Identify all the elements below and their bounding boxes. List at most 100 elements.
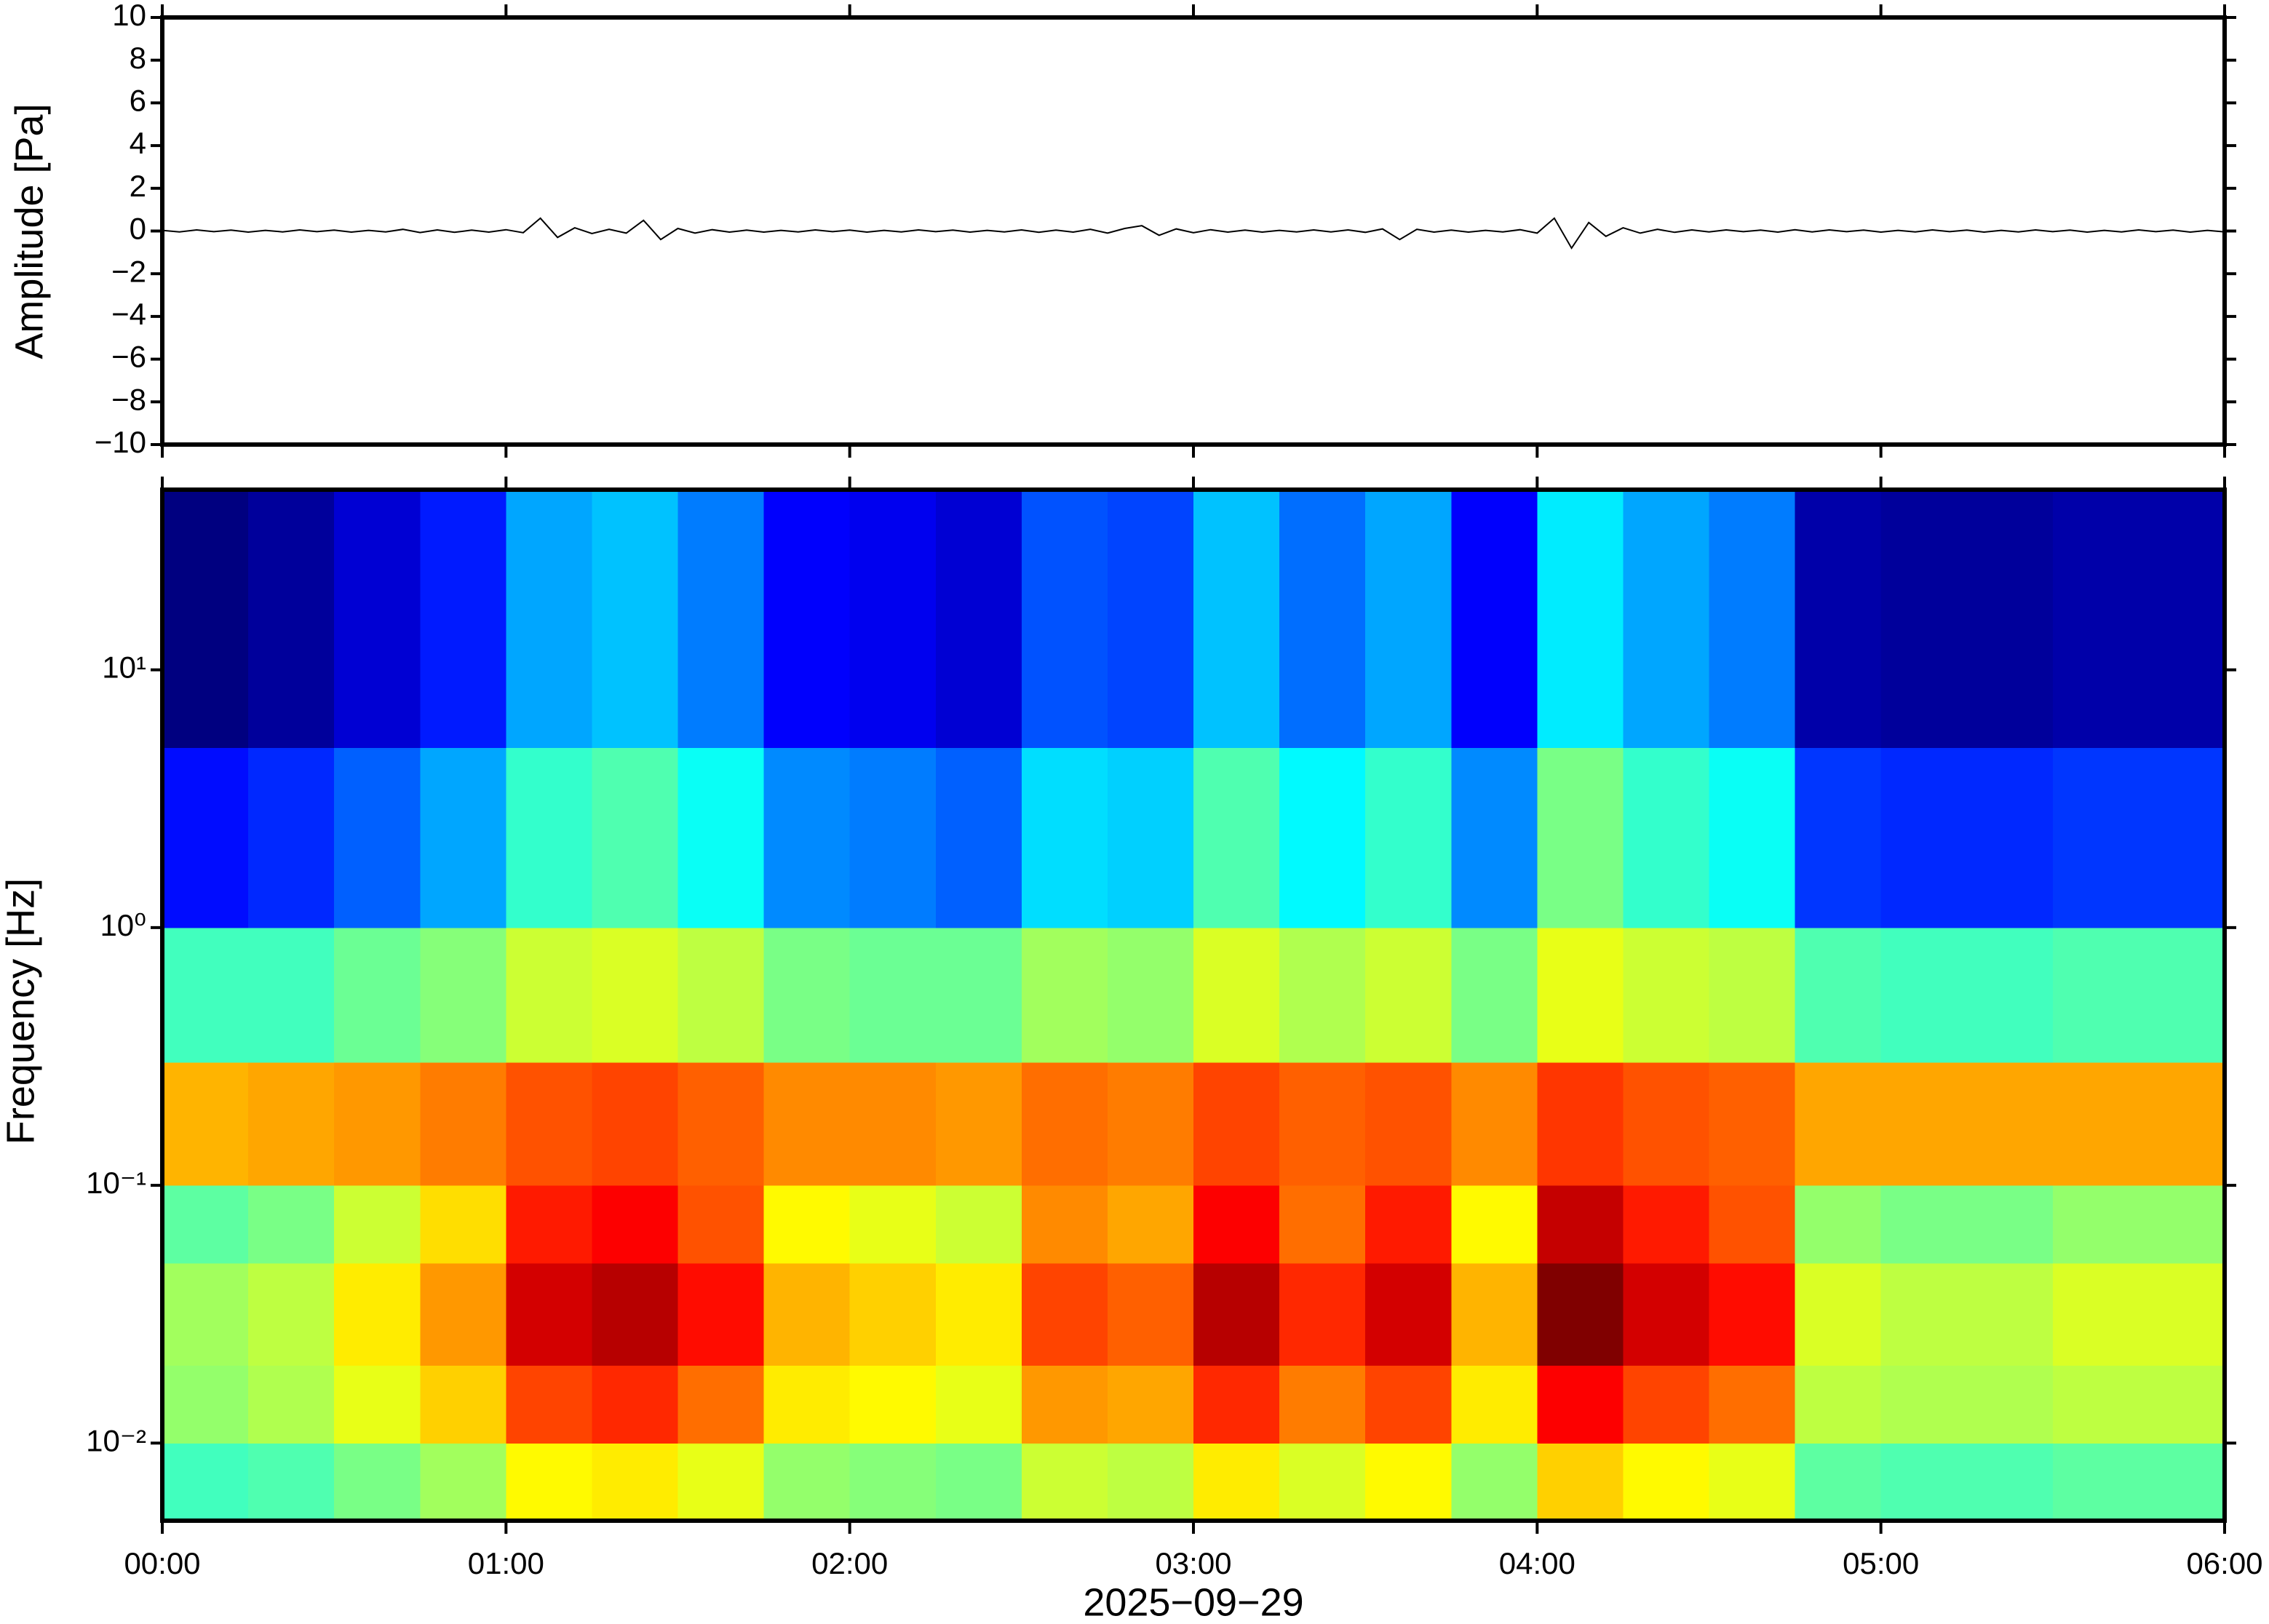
x-axis-label: 2025−09−29 (1083, 1580, 1303, 1624)
spectrogram-cell (935, 1185, 1022, 1264)
x-tick-label: 05:00 (1843, 1546, 1919, 1580)
spectrogram-cell (420, 747, 506, 928)
spectrogram-cell (1021, 1365, 1108, 1444)
spectrogram-cell (1193, 1185, 1280, 1264)
spectrogram-cell (1193, 1062, 1280, 1186)
y-tick-label: 4 (130, 126, 146, 160)
spectrogram-cell (1193, 1365, 1280, 1444)
spectrogram-cell (420, 1365, 506, 1444)
spectrogram-cell (1451, 927, 1538, 1063)
spectrogram-cell (1880, 1062, 1968, 1186)
spectrogram-cell (763, 1443, 851, 1521)
spectrogram-cell (334, 1185, 421, 1264)
spectrogram-cell (1966, 927, 2054, 1063)
y-tick-label: 10 (112, 0, 146, 32)
spectrogram-cell (1279, 747, 1366, 928)
spectrogram-cell (334, 1365, 421, 1444)
spectrogram-cell (1795, 490, 1882, 748)
spectrogram-cell (2052, 1185, 2139, 1264)
spectrogram-cell (420, 1443, 506, 1521)
spectrogram-cell (248, 1262, 335, 1366)
spectrogram-cell (592, 1443, 678, 1521)
spectrogram-cell (592, 1365, 678, 1444)
spectrogram-cell (1880, 1262, 1968, 1366)
spectrogram-cell (162, 927, 249, 1063)
spectrogram-cell (592, 1262, 678, 1366)
spectrogram-cell (506, 927, 592, 1063)
spectrogram-cell (1107, 1185, 1194, 1264)
spectrogram-cell (1193, 1262, 1280, 1366)
y-tick-label: 10⁻² (86, 1423, 146, 1457)
spectrogram-cell (1795, 1443, 1882, 1521)
spectrogram-cell (1193, 1443, 1280, 1521)
spectrogram-cell (849, 490, 937, 748)
spectrogram-cell (1880, 1185, 1968, 1264)
spectrogram-cell (1451, 1443, 1538, 1521)
spectrogram-cell (677, 1185, 765, 1264)
spectrogram-cell (1021, 490, 1108, 748)
spectrogram-cell (1451, 1262, 1538, 1366)
spectrogram-cell (1623, 490, 1709, 748)
plot-frame (160, 15, 2227, 447)
spectrogram-cell (1623, 747, 1709, 928)
waveform (162, 217, 2225, 250)
spectrogram-cell (935, 1062, 1022, 1186)
spectrogram-cell (849, 1062, 937, 1186)
spectrogram-cell (2052, 1443, 2139, 1521)
spectrogram-cell (592, 927, 678, 1063)
spectrogram-cell (420, 1062, 506, 1186)
spectrogram-cell (1279, 1262, 1366, 1366)
spectrogram-cell (1709, 927, 1796, 1063)
spectrogram-cell (1107, 1365, 1194, 1444)
spectrogram-cell (162, 1185, 249, 1264)
spectrogram-cell (2138, 1443, 2225, 1521)
spectrogram-cell (2138, 1062, 2225, 1186)
spectrogram-cell (1795, 747, 1882, 928)
spectrogram-cell (1880, 1365, 1968, 1444)
spectrogram-cell (1709, 1365, 1796, 1444)
spectrogram-cell (1365, 490, 1452, 748)
spectrogram-cell (1966, 1262, 2054, 1366)
spectrogram-cell (162, 1365, 249, 1444)
spectrogram-cell (763, 747, 851, 928)
spectrogram-cell (935, 1443, 1022, 1521)
x-tick-label: 01:00 (468, 1546, 544, 1580)
spectrogram-cell (1537, 1443, 1624, 1521)
spectrogram-cell (1451, 490, 1538, 748)
spectrogram-cell (1279, 1185, 1366, 1264)
spectrogram-cell (677, 747, 765, 928)
spectrogram-cell (248, 1365, 335, 1444)
spectrogram-cell (1451, 1062, 1538, 1186)
spectrogram-cell (1880, 490, 1968, 748)
spectrogram-cell (677, 1365, 765, 1444)
spectrogram-cell (1365, 1185, 1452, 1264)
spectrogram-cell (1365, 1062, 1452, 1186)
spectrogram-cell (1966, 1185, 2054, 1264)
spectrogram-cell (935, 1262, 1022, 1366)
spectrogram-cell (1795, 1365, 1882, 1444)
spectrogram-cell (1880, 927, 1968, 1063)
spectrogram-cell (1623, 1262, 1709, 1366)
spectrogram-cell (506, 1185, 592, 1264)
spectrogram-cell (2138, 1185, 2225, 1264)
y-tick-label: −6 (111, 340, 146, 374)
spectrogram-cell (1107, 1062, 1194, 1186)
spectrogram-cell (2138, 927, 2225, 1063)
x-tick-label: 00:00 (124, 1546, 200, 1580)
spectrogram-cell (1537, 1365, 1624, 1444)
spectrogram-cell (763, 1365, 851, 1444)
spectrogram-cell (420, 490, 506, 748)
y-tick-label: −8 (111, 382, 146, 416)
spectrogram-cell (763, 1062, 851, 1186)
spectrogram-cell (334, 927, 421, 1063)
spectrogram-cell (2138, 747, 2225, 928)
spectrogram-cell (2138, 1262, 2225, 1366)
spectrogram-cell (248, 490, 335, 748)
spectrogram-cell (677, 1062, 765, 1186)
spectrogram-cell (592, 490, 678, 748)
spectrogram-cell (677, 490, 765, 748)
spectrogram-cell (1623, 1062, 1709, 1186)
spectrogram-cell (1880, 747, 1968, 928)
